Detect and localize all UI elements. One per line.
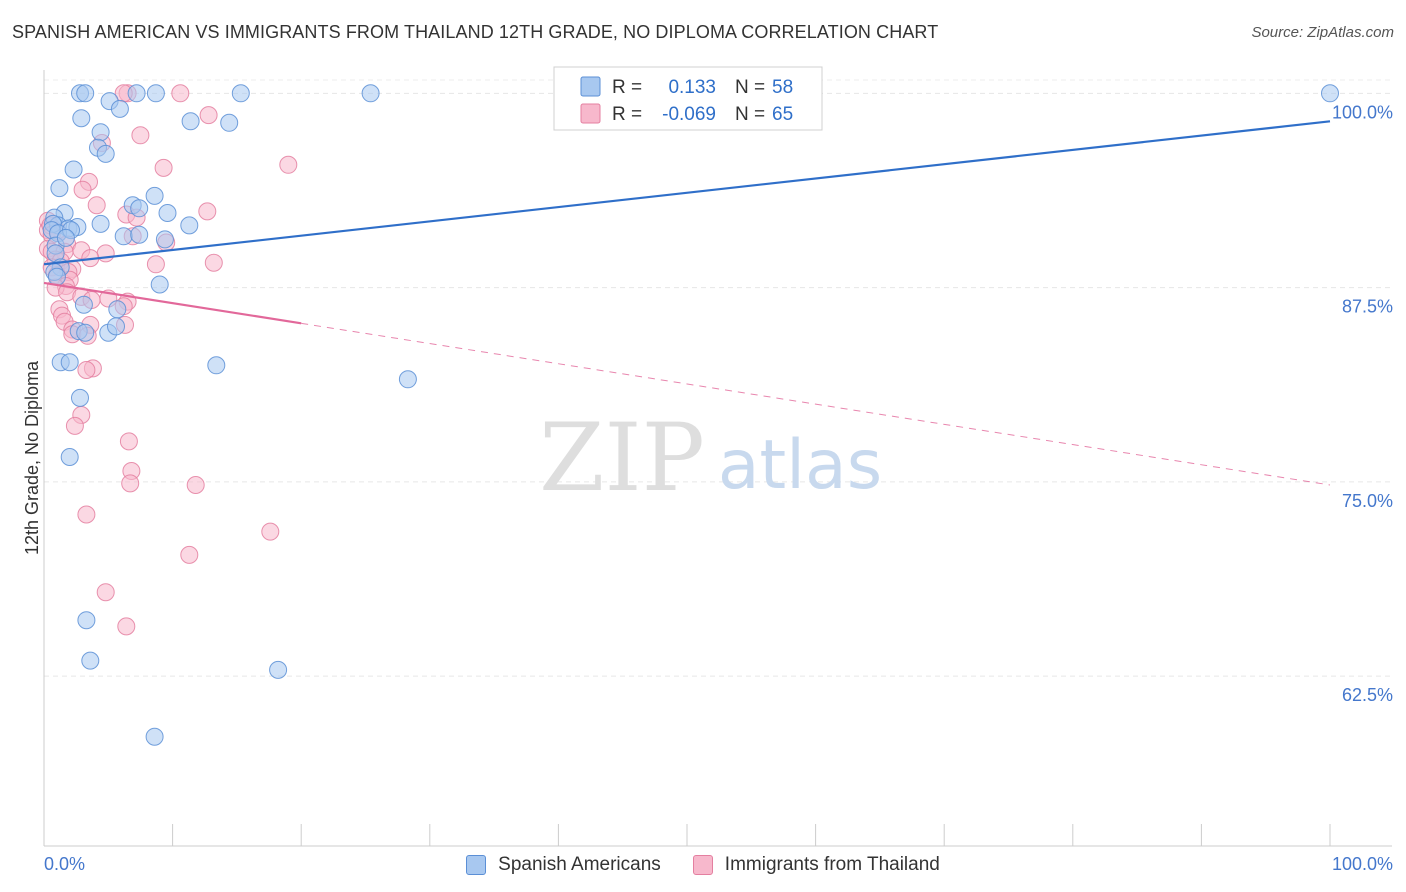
point-immigrant-thailand	[117, 617, 136, 636]
y-tick-label: 75.0%	[1342, 491, 1393, 511]
point-spanish-american	[207, 356, 226, 375]
point-spanish-american	[50, 179, 69, 198]
point-spanish-american	[108, 300, 127, 319]
point-spanish-american	[71, 388, 89, 407]
point-immigrant-thailand	[204, 253, 223, 272]
stats-legend-swatch-spanish	[580, 76, 601, 97]
watermark-zip: ZIP	[539, 404, 705, 513]
point-spanish-american	[231, 84, 250, 103]
point-immigrant-thailand	[154, 158, 173, 177]
point-spanish-american	[180, 216, 199, 235]
point-spanish-american	[158, 204, 177, 222]
point-spanish-american	[1321, 84, 1339, 103]
point-spanish-american	[81, 651, 100, 670]
series-legend: Spanish Americans Immigrants from Thaila…	[0, 852, 1406, 878]
y-tick-label: 87.5%	[1342, 297, 1393, 317]
legend-item-spanish-americans: Spanish Americans	[466, 852, 661, 878]
point-spanish-american	[130, 199, 149, 218]
data-points	[38, 84, 1339, 746]
gridlines	[44, 79, 1392, 677]
stats-n-value-thailand: 65	[772, 104, 793, 125]
point-immigrant-thailand	[77, 361, 96, 379]
point-spanish-american	[361, 84, 380, 103]
point-spanish-american	[130, 225, 149, 244]
y-tick-label: 100.0%	[1332, 102, 1393, 122]
point-spanish-american	[74, 295, 93, 314]
stats-r-value-thailand: -0.069	[662, 104, 716, 125]
point-immigrant-thailand	[199, 106, 218, 125]
point-immigrant-thailand	[198, 202, 217, 221]
stats-r-value-spanish: 0.133	[668, 77, 716, 98]
legend-label-spanish-americans: Spanish Americans	[498, 854, 661, 875]
point-spanish-american	[181, 112, 200, 131]
stats-n-label-spanish: N =	[735, 77, 765, 98]
point-spanish-american	[398, 370, 417, 389]
point-spanish-american	[77, 611, 96, 630]
source-label: Source: ZipAtlas.com	[1251, 24, 1394, 41]
point-spanish-american	[145, 186, 164, 205]
y-axis-label: 12th Grade, No Diploma	[22, 360, 42, 555]
point-spanish-american	[150, 275, 169, 294]
point-spanish-american	[91, 214, 110, 233]
point-immigrant-thailand	[96, 244, 115, 263]
point-spanish-american	[64, 160, 83, 179]
point-spanish-american	[60, 353, 79, 372]
point-immigrant-thailand	[261, 522, 280, 541]
point-immigrant-thailand	[121, 474, 140, 493]
point-immigrant-thailand	[73, 180, 92, 199]
trend-lines	[43, 120, 1331, 486]
point-spanish-american	[145, 727, 164, 746]
point-spanish-american	[91, 123, 110, 142]
x-tick-label: 100.0%	[1332, 854, 1393, 874]
point-immigrant-thailand	[180, 545, 199, 564]
point-spanish-american	[72, 109, 91, 128]
axes	[43, 70, 1392, 847]
stats-legend-swatch-thailand	[580, 103, 601, 124]
point-spanish-american	[56, 228, 75, 247]
point-immigrant-thailand	[119, 432, 138, 451]
point-immigrant-thailand	[65, 416, 84, 435]
point-spanish-american	[96, 144, 115, 163]
legend-label-immigrants-thailand: Immigrants from Thailand	[724, 854, 940, 875]
point-spanish-american	[76, 323, 95, 342]
point-immigrant-thailand	[77, 505, 96, 524]
stats-r-label-thailand: R =	[612, 104, 642, 125]
point-spanish-american	[107, 317, 125, 336]
point-immigrant-thailand	[171, 84, 190, 103]
point-spanish-american	[220, 113, 239, 132]
point-spanish-american	[47, 267, 66, 286]
stats-r-label-spanish: R =	[612, 77, 642, 98]
tick-labels: 100.0% 87.5% 75.0% 62.5% 0.0% 100.0%	[44, 102, 1393, 874]
trend-line-dashed	[301, 322, 1331, 486]
stats-n-value-spanish: 58	[772, 77, 793, 98]
point-spanish-american	[127, 84, 146, 103]
point-spanish-american	[60, 448, 79, 466]
legend-swatch-spanish-americans	[466, 855, 487, 875]
stats-legend: R = 0.133 N = 58 R = -0.069 N = 65	[553, 66, 823, 131]
trend-line-solid	[43, 281, 302, 325]
point-immigrant-thailand	[131, 126, 150, 145]
point-immigrant-thailand	[186, 476, 205, 494]
stats-n-label-thailand: N =	[735, 104, 765, 125]
point-spanish-american	[114, 227, 133, 246]
point-immigrant-thailand	[279, 155, 298, 174]
legend-swatch-immigrants-thailand	[692, 855, 713, 875]
point-immigrant-thailand	[146, 255, 165, 274]
legend-item-immigrants-thailand: Immigrants from Thailand	[692, 852, 940, 878]
point-spanish-american	[110, 99, 129, 118]
point-spanish-american	[269, 660, 288, 679]
y-tick-label: 62.5%	[1342, 685, 1393, 705]
point-immigrant-thailand	[96, 583, 115, 602]
watermark: ZIP atlas	[539, 404, 882, 513]
point-spanish-american	[155, 230, 174, 249]
watermark-atlas: atlas	[718, 426, 882, 505]
chart-title: SPANISH AMERICAN VS IMMIGRANTS FROM THAI…	[12, 22, 939, 42]
point-spanish-american	[146, 84, 165, 103]
point-spanish-american	[76, 84, 95, 103]
x-tick-label: 0.0%	[44, 854, 85, 874]
trend-line-solid	[43, 120, 1331, 266]
point-immigrant-thailand	[87, 196, 106, 215]
